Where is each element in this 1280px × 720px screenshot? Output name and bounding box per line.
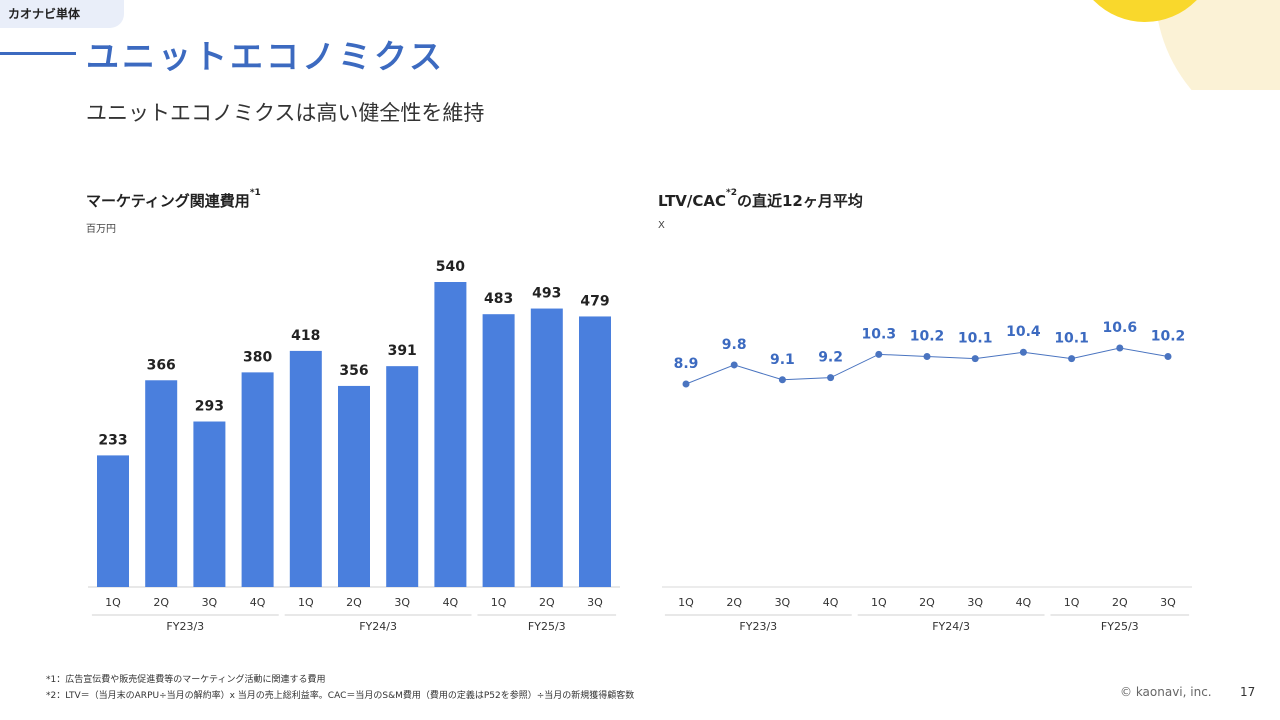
bar-data-label: 293 (195, 399, 224, 415)
bar-x-tick-label: 3Q (394, 596, 410, 609)
line-data-label: 10.6 (1103, 320, 1138, 336)
line-x-tick-label: 1Q (871, 596, 887, 609)
footnote-1: *1：広告宣伝費や販売促進費等のマーケティング活動に関連する費用 (46, 675, 326, 685)
bar-x-tick-label: 2Q (539, 596, 555, 609)
line-point (682, 380, 690, 388)
bar (338, 385, 370, 587)
line-group-label: FY23/3 (739, 620, 777, 633)
line-x-tick-label: 3Q (775, 596, 791, 609)
decorative-circle-yellow (1093, 0, 1197, 22)
line-point (875, 350, 883, 358)
line-data-label: 8.9 (674, 356, 699, 372)
line-x-tick-label: 2Q (919, 596, 935, 609)
line-chart-title-note: *2 (726, 188, 737, 198)
bar-x-tick-label: 4Q (250, 596, 266, 609)
line-x-tick-label: 3Q (967, 596, 983, 609)
line-x-tick-label: 2Q (726, 596, 742, 609)
bar-chart-title: マーケティング関連費用*1 (86, 188, 261, 211)
bar-x-tick-label: 4Q (443, 596, 459, 609)
bar-x-tick-label: 2Q (346, 596, 362, 609)
page-title: ユニットエコノミクス (86, 37, 446, 76)
bar (579, 316, 611, 587)
bar-group-label: FY24/3 (359, 620, 397, 633)
line-group-label: FY24/3 (932, 620, 970, 633)
bar-x-tick-label: 1Q (298, 596, 314, 609)
bar (434, 282, 467, 587)
bar-data-label: 380 (243, 349, 272, 365)
bar-group-label: FY23/3 (166, 620, 204, 633)
line-data-label: 9.2 (818, 350, 843, 366)
bar-group-label: FY25/3 (528, 620, 566, 633)
bar-data-label: 479 (580, 293, 609, 309)
bar (97, 455, 129, 587)
scope-tag: カオナビ単体 (0, 0, 124, 28)
line-data-label: 10.3 (862, 326, 897, 342)
line-point (1116, 344, 1124, 352)
line-point (923, 352, 931, 360)
line-chart-unit: X (658, 220, 665, 231)
line-point (1164, 352, 1172, 360)
line-point (730, 361, 738, 369)
bar-data-label: 233 (98, 432, 127, 448)
line-chart: 8.9 1Q 9.8 2Q 9.1 3Q 9.2 4Q 10.3 1Q 10.2 2Q 10.1 3Q 10… (662, 320, 1192, 633)
bar-chart: 233 1Q 366 2Q 293 3Q 380 4Q 418 1Q 356 2Q 391 3Q 540 4Q… (88, 259, 620, 633)
line-chart-title: LTV/CAC*2の直近12ヶ月平均 (658, 188, 863, 211)
bar-chart-title-note: *1 (249, 188, 261, 198)
bar (193, 421, 226, 587)
line-data-label: 10.2 (1151, 328, 1186, 344)
bar-x-tick-label: 1Q (105, 596, 121, 609)
bar-chart-title-text: マーケティング関連費用 (86, 192, 250, 210)
line-data-label: 10.1 (1054, 331, 1089, 347)
line-x-tick-label: 2Q (1112, 596, 1128, 609)
line-point (1019, 348, 1027, 356)
line-x-tick-label: 1Q (1064, 596, 1080, 609)
bar (530, 308, 563, 587)
page-number: 17 (1240, 685, 1256, 699)
bar-data-label: 418 (291, 328, 320, 344)
decorative-circle-cream (1155, 0, 1280, 90)
line-point (778, 376, 786, 384)
bar-data-label: 366 (147, 357, 176, 373)
bar (241, 372, 274, 587)
bar-x-tick-label: 2Q (153, 596, 169, 609)
line-data-label: 9.8 (722, 337, 747, 353)
line-data-label: 9.1 (770, 352, 795, 368)
line-x-tick-label: 1Q (678, 596, 694, 609)
bar-x-tick-label: 1Q (491, 596, 507, 609)
line-point (1068, 355, 1076, 363)
bar (289, 350, 322, 587)
bar (386, 366, 419, 587)
line-chart-title-text: LTV/CAC (658, 192, 727, 210)
title-accent-line (0, 52, 76, 55)
bar-data-label: 493 (532, 286, 561, 302)
line-chart-title-suffix: の直近12ヶ月平均 (737, 192, 863, 210)
bar-data-label: 391 (388, 343, 417, 359)
bar-data-label: 356 (339, 363, 368, 379)
line-data-label: 10.2 (910, 328, 945, 344)
line-data-label: 10.1 (958, 331, 993, 347)
line-x-tick-label: 3Q (1160, 596, 1176, 609)
bar-data-label: 483 (484, 291, 513, 307)
bar (482, 314, 515, 587)
line-data-label: 10.4 (1006, 324, 1041, 340)
bar-x-tick-label: 3Q (587, 596, 603, 609)
decorative-circles (1060, 0, 1280, 90)
bar-chart-unit: 百万円 (86, 224, 116, 235)
copyright: © kaonavi, inc. (1120, 685, 1212, 699)
line-group-label: FY25/3 (1101, 620, 1139, 633)
page-subtitle: ユニットエコノミクスは高い健全性を維持 (86, 101, 485, 125)
bar (145, 380, 178, 587)
line-x-tick-label: 4Q (1016, 596, 1032, 609)
bar-data-label: 540 (436, 259, 465, 275)
line-x-tick-label: 4Q (823, 596, 839, 609)
footnote-2: *2：LTV＝（当月末のARPU÷当月の解約率）x 当月の売上総利益率。CAC＝… (46, 691, 635, 701)
line-point (827, 374, 835, 382)
line-point (971, 355, 979, 363)
bar-x-tick-label: 3Q (202, 596, 218, 609)
